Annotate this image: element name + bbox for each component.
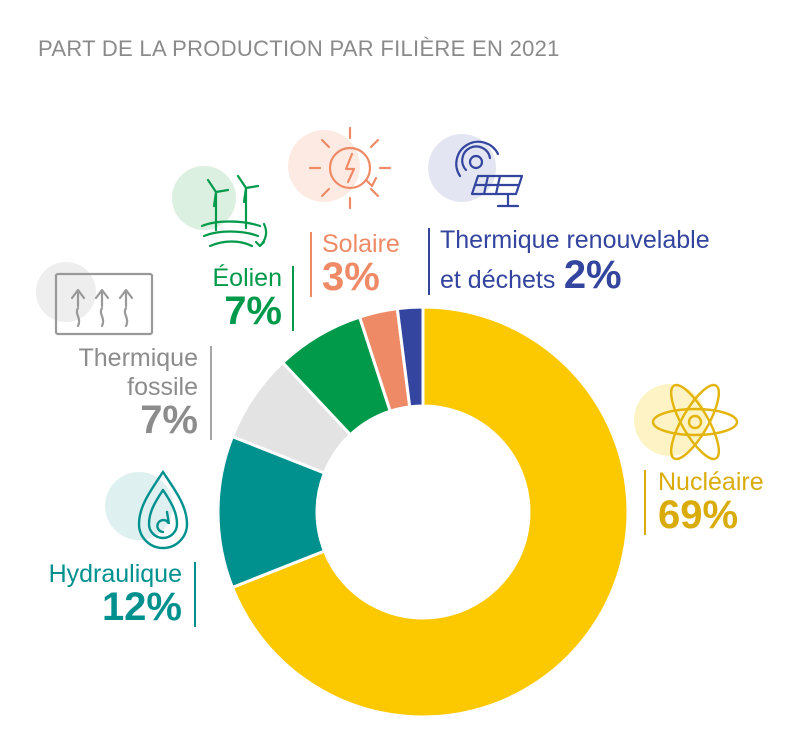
label-bar-eolien xyxy=(292,266,294,331)
label-name-hydraulique: Hydraulique xyxy=(48,560,182,588)
label-bar-thermique-renouvelable xyxy=(428,228,430,295)
label-bar-solaire xyxy=(310,232,312,297)
label-name-eolien: Éolien xyxy=(212,264,283,292)
solar-panel-icon xyxy=(428,132,548,222)
label-solaire: Solaire 3% xyxy=(310,230,400,299)
label-name-thermique-renouvelable-2: et déchets xyxy=(440,266,556,294)
donut-slice-nucl-aire xyxy=(230,305,630,719)
label-thermique-renouvelable: Thermique renouvelable et déchets 2% xyxy=(428,226,710,297)
label-name-nucleaire: Nucléaire xyxy=(658,468,764,496)
donut-slice-thermique-renouvelable-et-d-chets xyxy=(395,305,425,409)
label-name-thermique-fossile-1: Thermique xyxy=(78,344,199,372)
chart-title: PART DE LA PRODUCTION PAR FILIÈRE EN 202… xyxy=(38,36,560,61)
label-name-solaire: Solaire xyxy=(322,230,400,258)
atom-icon xyxy=(620,370,739,480)
water-drop-icon xyxy=(105,468,215,558)
label-pct-thermique-fossile: 7% xyxy=(140,398,198,442)
label-pct-thermique-renouvelable: 2% xyxy=(563,253,622,297)
label-pct-hydraulique: 12% xyxy=(101,585,182,629)
label-bar-thermique-fossile xyxy=(210,346,212,440)
label-name-thermique-fossile-2: fossile xyxy=(127,373,198,401)
label-pct-solaire: 3% xyxy=(322,255,380,299)
sun-icon xyxy=(288,118,408,218)
label-eolien: Éolien 7% xyxy=(170,264,294,333)
heat-waves-icon xyxy=(36,262,156,342)
label-bar-nucleaire xyxy=(644,470,646,535)
label-hydraulique: Hydraulique 12% xyxy=(20,560,196,629)
label-pct-nucleaire: 69% xyxy=(658,493,739,537)
wind-turbine-icon xyxy=(172,162,282,262)
label-pct-eolien: 7% xyxy=(224,289,282,333)
label-name-thermique-renouvelable-1: Thermique renouvelable xyxy=(440,226,710,254)
donut-slices xyxy=(216,305,630,719)
label-bar-hydraulique xyxy=(194,562,196,627)
label-thermique-fossile: Thermique fossile 7% xyxy=(40,344,212,442)
label-nucleaire: Nucléaire 69% xyxy=(644,468,764,537)
